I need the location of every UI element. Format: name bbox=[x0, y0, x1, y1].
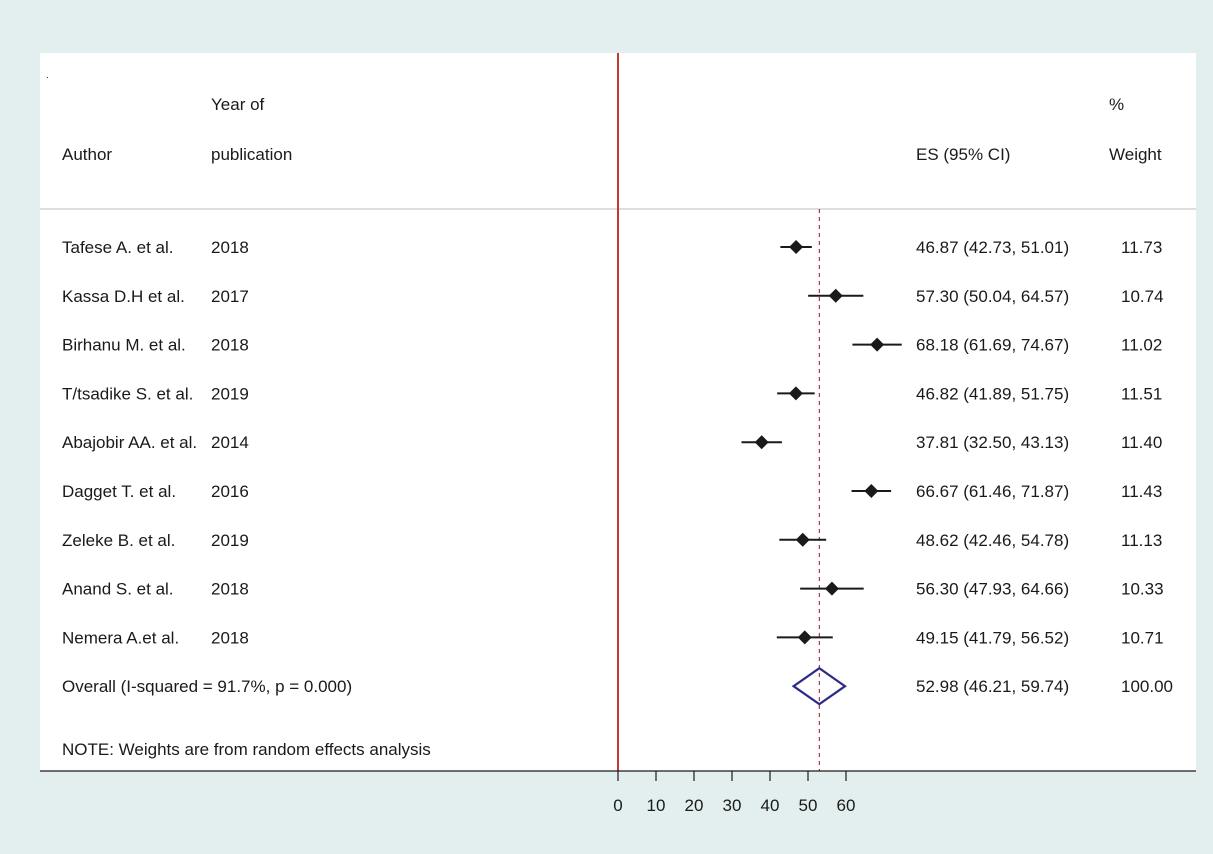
study-es-ci: 46.87 (42.73, 51.01) bbox=[916, 238, 1069, 257]
study-weight: 11.51 bbox=[1121, 384, 1162, 403]
overall-label: Overall (I-squared = 91.7%, p = 0.000) bbox=[62, 677, 352, 696]
study-year: 2019 bbox=[211, 531, 249, 550]
study-weight: 10.71 bbox=[1121, 628, 1164, 647]
point-estimate-marker bbox=[797, 630, 812, 645]
point-estimate-marker bbox=[824, 581, 839, 596]
study-year: 2014 bbox=[211, 433, 249, 452]
study-rows: Tafese A. et al. 2018 46.87 (42.73, 51.01)… bbox=[62, 238, 1173, 706]
header-es: ES (95% CI) bbox=[916, 145, 1010, 164]
overall-diamond bbox=[791, 666, 847, 706]
study-es-ci: 48.62 (42.46, 54.78) bbox=[916, 531, 1069, 550]
point-estimate-marker bbox=[795, 532, 810, 547]
study-row: Anand S. et al. 2018 56.30 (47.93, 64.66) 1… bbox=[62, 580, 1164, 599]
study-es-ci: 66.67 (61.46, 71.87) bbox=[916, 482, 1069, 501]
study-row: Abajobir AA. et al. 2014 37.81 (32.50, 43.… bbox=[62, 433, 1162, 452]
study-row: Zeleke B. et al. 2019 48.62 (42.46, 54.78)… bbox=[62, 531, 1162, 550]
study-author: Nemera A.et al. bbox=[62, 628, 179, 647]
point-estimate-marker bbox=[864, 484, 879, 498]
header-author: Author bbox=[62, 145, 112, 164]
header-weight-line1: % bbox=[1109, 95, 1124, 114]
study-author: Tafese A. et al. bbox=[62, 238, 174, 257]
x-tick-label: 10 bbox=[647, 796, 666, 815]
study-row: Birhanu M. et al. 2018 68.18 (61.69, 74.67… bbox=[62, 336, 1162, 355]
study-author: Zeleke B. et al. bbox=[62, 531, 175, 550]
study-weight: 10.33 bbox=[1121, 580, 1164, 599]
study-year: 2018 bbox=[211, 336, 249, 355]
study-es-ci: 37.81 (32.50, 43.13) bbox=[916, 433, 1069, 452]
study-year: 2018 bbox=[211, 580, 249, 599]
study-weight: 11.73 bbox=[1121, 238, 1162, 257]
footnote: NOTE: Weights are from random effects an… bbox=[62, 740, 431, 759]
overall-es-ci: 52.98 (46.21, 59.74) bbox=[916, 677, 1069, 696]
study-es-ci: 57.30 (50.04, 64.57) bbox=[916, 287, 1069, 306]
study-row: Kassa D.H et al. 2017 57.30 (50.04, 64.57)… bbox=[62, 287, 1164, 306]
study-year: 2017 bbox=[211, 287, 249, 306]
x-tick-label: 50 bbox=[799, 796, 818, 815]
x-tick-label: 60 bbox=[837, 796, 856, 815]
study-author: T/tsadike S. et al. bbox=[62, 384, 193, 403]
study-row: Dagget T. et al. 2016 66.67 (61.46, 71.87)… bbox=[62, 482, 1162, 501]
point-estimate-marker bbox=[870, 337, 885, 352]
study-author: Anand S. et al. bbox=[62, 580, 174, 599]
study-row: Tafese A. et al. 2018 46.87 (42.73, 51.01)… bbox=[62, 238, 1162, 257]
study-weight: 11.13 bbox=[1121, 531, 1162, 550]
study-weight: 11.40 bbox=[1121, 433, 1162, 452]
study-weight: 11.43 bbox=[1121, 482, 1162, 501]
overall-weight: 100.00 bbox=[1121, 677, 1173, 696]
overall-row: Overall (I-squared = 91.7%, p = 0.000) 52… bbox=[62, 666, 1173, 706]
study-row: Nemera A.et al. 2018 49.15 (41.79, 56.52) 1… bbox=[62, 628, 1164, 647]
study-year: 2016 bbox=[211, 482, 249, 501]
study-es-ci: 68.18 (61.69, 74.67) bbox=[916, 336, 1069, 355]
study-author: Kassa D.H et al. bbox=[62, 287, 185, 306]
study-es-ci: 46.82 (41.89, 51.75) bbox=[916, 384, 1069, 403]
study-year: 2018 bbox=[211, 628, 249, 647]
study-author: Abajobir AA. et al. bbox=[62, 433, 197, 452]
x-tick-label: 30 bbox=[723, 796, 742, 815]
header-year-line2: publication bbox=[211, 145, 292, 164]
header-dot: . bbox=[46, 70, 49, 81]
study-es-ci: 56.30 (47.93, 64.66) bbox=[916, 580, 1069, 599]
header-year-line1: Year of bbox=[211, 95, 265, 114]
x-tick-label: 20 bbox=[685, 796, 704, 815]
study-weight: 10.74 bbox=[1121, 287, 1164, 306]
point-estimate-marker bbox=[828, 288, 843, 303]
x-tick-label: 0 bbox=[613, 796, 622, 815]
forest-plot: . Author Year of publication ES (95% CI)… bbox=[40, 53, 1196, 815]
x-tick-label: 40 bbox=[761, 796, 780, 815]
study-es-ci: 49.15 (41.79, 56.52) bbox=[916, 628, 1069, 647]
study-year: 2018 bbox=[211, 238, 249, 257]
study-author: Dagget T. et al. bbox=[62, 482, 176, 501]
point-estimate-marker bbox=[789, 240, 804, 254]
header-weight-line2: Weight bbox=[1109, 145, 1162, 164]
x-axis: 0 10 20 30 40 50 60 bbox=[613, 771, 855, 815]
point-estimate-marker bbox=[754, 435, 769, 450]
study-row: T/tsadike S. et al. 2019 46.82 (41.89, 51.… bbox=[62, 384, 1162, 403]
plot-panel: . Author Year of publication ES (95% CI)… bbox=[40, 53, 1196, 815]
study-weight: 11.02 bbox=[1121, 336, 1162, 355]
study-year: 2019 bbox=[211, 384, 249, 403]
point-estimate-marker bbox=[788, 386, 803, 401]
study-author: Birhanu M. et al. bbox=[62, 336, 186, 355]
